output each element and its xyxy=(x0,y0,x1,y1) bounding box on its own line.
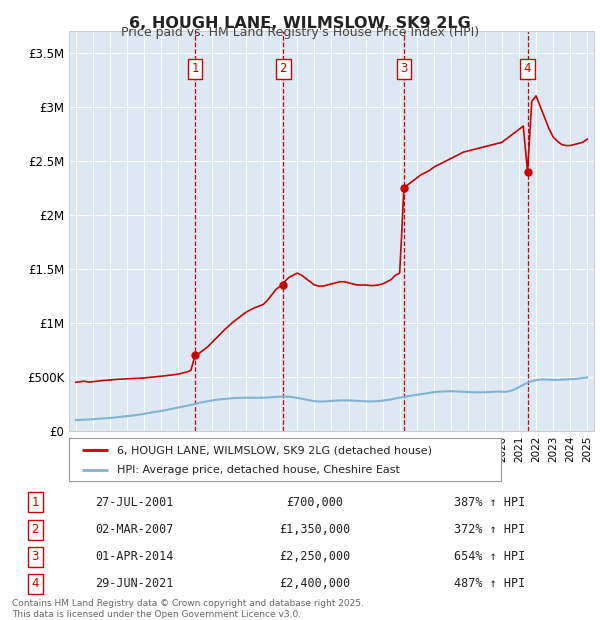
Text: £1,350,000: £1,350,000 xyxy=(279,523,350,536)
Text: 1: 1 xyxy=(32,496,39,509)
Text: 4: 4 xyxy=(32,577,39,590)
Text: 3: 3 xyxy=(32,550,39,563)
Text: 2: 2 xyxy=(280,63,287,75)
Text: 387% ↑ HPI: 387% ↑ HPI xyxy=(454,496,526,509)
Text: 1: 1 xyxy=(191,63,199,75)
Text: 372% ↑ HPI: 372% ↑ HPI xyxy=(454,523,526,536)
Text: 4: 4 xyxy=(524,63,531,75)
Text: 29-JUN-2021: 29-JUN-2021 xyxy=(95,577,173,590)
Text: 6, HOUGH LANE, WILMSLOW, SK9 2LG: 6, HOUGH LANE, WILMSLOW, SK9 2LG xyxy=(129,16,471,30)
Text: £2,400,000: £2,400,000 xyxy=(279,577,350,590)
Text: 487% ↑ HPI: 487% ↑ HPI xyxy=(454,577,526,590)
Text: 02-MAR-2007: 02-MAR-2007 xyxy=(95,523,173,536)
Text: Contains HM Land Registry data © Crown copyright and database right 2025.
This d: Contains HM Land Registry data © Crown c… xyxy=(12,600,364,619)
Text: 2: 2 xyxy=(32,523,39,536)
Text: £2,250,000: £2,250,000 xyxy=(279,550,350,563)
Text: £700,000: £700,000 xyxy=(286,496,343,509)
Text: 01-APR-2014: 01-APR-2014 xyxy=(95,550,173,563)
Text: 654% ↑ HPI: 654% ↑ HPI xyxy=(454,550,526,563)
Text: 27-JUL-2001: 27-JUL-2001 xyxy=(95,496,173,509)
Text: 6, HOUGH LANE, WILMSLOW, SK9 2LG (detached house): 6, HOUGH LANE, WILMSLOW, SK9 2LG (detach… xyxy=(116,445,431,455)
Text: HPI: Average price, detached house, Cheshire East: HPI: Average price, detached house, Ches… xyxy=(116,465,400,475)
FancyBboxPatch shape xyxy=(69,438,501,480)
Text: 3: 3 xyxy=(400,63,407,75)
Text: Price paid vs. HM Land Registry's House Price Index (HPI): Price paid vs. HM Land Registry's House … xyxy=(121,26,479,39)
